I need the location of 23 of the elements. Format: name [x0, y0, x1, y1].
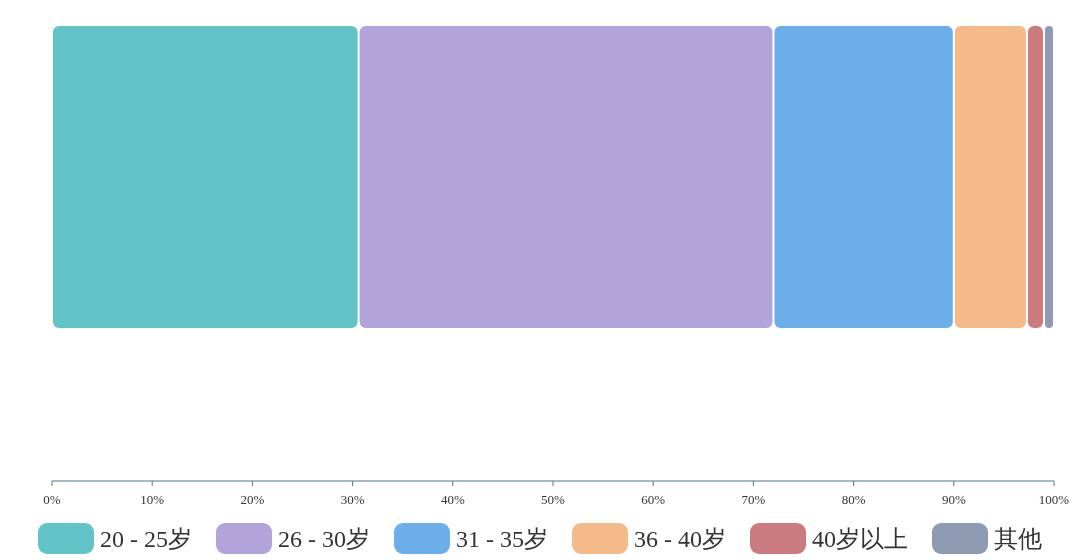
x-tick-label: 60%: [641, 492, 666, 507]
bar: [1027, 26, 1043, 328]
bar: [774, 26, 953, 328]
x-tick-label: 10%: [140, 492, 165, 507]
x-tick-label: 0%: [43, 492, 61, 507]
x-tick-label: 40%: [440, 492, 465, 507]
x-tick-label: 80%: [841, 492, 866, 507]
bar: [53, 26, 358, 328]
bar: [359, 26, 773, 328]
bar: [954, 26, 1026, 328]
bar: [1044, 26, 1053, 328]
legend-label: 31 - 35岁: [456, 526, 548, 552]
legend-label: 其他: [994, 526, 1042, 552]
legend-label: 20 - 25岁: [100, 526, 192, 552]
legend-label: 40岁以上: [812, 526, 908, 552]
legend-label: 36 - 40岁: [634, 526, 726, 552]
x-tick-label: 30%: [340, 492, 365, 507]
x-tick-label: 100%: [1038, 492, 1070, 507]
legend-label: 26 - 30岁: [278, 526, 370, 552]
x-tick-label: 50%: [541, 492, 566, 507]
x-tick-label: 70%: [741, 492, 766, 507]
x-tick-label: 90%: [941, 492, 966, 507]
x-tick-label: 20%: [240, 492, 265, 507]
